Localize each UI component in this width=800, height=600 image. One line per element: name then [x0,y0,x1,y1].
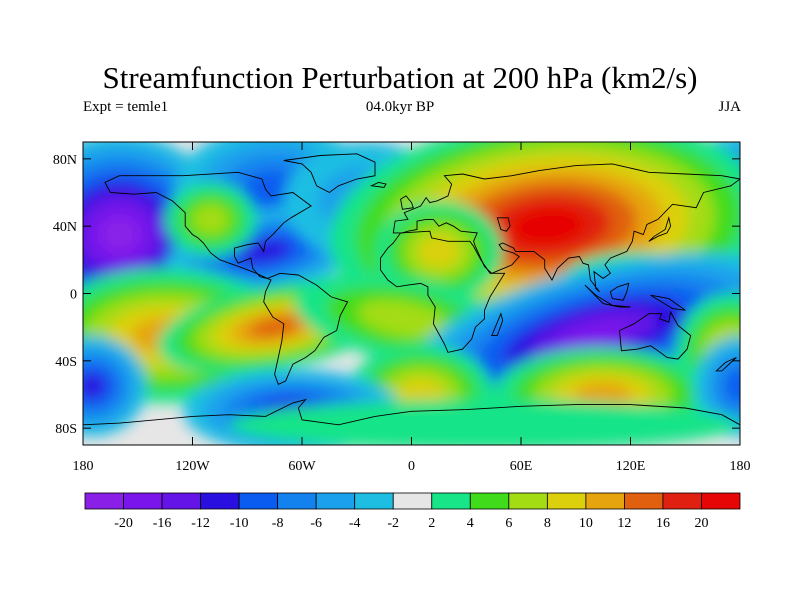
contour-region [83,372,107,400]
iceland-coast [369,181,387,188]
contour-region [191,204,230,235]
lat-tick-label: 0 [70,288,77,303]
longitude-axis: 180 120W 60W 0 60E 120E 180 [73,142,751,474]
lat-tick-label: 40S [55,355,77,370]
coastline-layer [83,153,740,426]
colorbar-label: -4 [349,516,361,531]
indonesia-coast [584,284,631,308]
lon-tick-label: 60E [510,459,533,474]
experiment-label: Expt = temle1 [83,99,169,115]
colorbar-label: 16 [656,516,670,531]
contour-region [725,370,740,403]
lon-tick-label: 60W [288,459,316,474]
colorbar-swatch [84,492,124,510]
antarctica-coast [83,398,740,426]
colorbar-label: -8 [272,516,284,531]
lon-tick-label: 120E [616,459,646,474]
colorbar-swatch [508,492,548,510]
colorbar: -20 -16 -12 -10 -8 -6 -4 -2 2 4 6 8 10 12 16 20 [84,492,741,531]
contour-region [249,317,301,338]
uk-coast [400,195,414,210]
colorbar-swatch [546,492,587,510]
lon-tick-label: 0 [408,459,415,474]
greenland-coast [283,153,376,194]
map-title: Streamfunction Perturbation at 200 hPa (… [102,60,698,95]
colorbar-swatch [392,492,433,510]
lon-tick-label: 120W [175,459,210,474]
australia-coast [619,310,692,360]
colorbar-label: 2 [428,516,435,531]
colorbar-swatch [662,492,702,510]
colorbar-label: 6 [505,516,512,531]
season-label: JJA [718,99,741,115]
new-zealand-coast [715,357,737,372]
colorbar-label: -20 [114,516,133,531]
lat-tick-label: 80S [55,422,77,437]
time-label: 04.0kyr BP [365,99,435,115]
new-guinea-coast [650,294,686,311]
contour-fill-layer [83,142,740,445]
contour-region [229,399,740,445]
contour-region [101,217,138,252]
colorbar-label: -2 [387,516,399,531]
contour-region [418,235,460,268]
latitude-axis: 80N 40N 0 40S 80S [53,153,740,437]
lon-tick-label: 180 [730,459,751,474]
contour-region [239,239,292,264]
borneo-coast [609,282,630,301]
lat-tick-label: 80N [53,153,77,168]
contour-region [357,299,447,338]
africa-coast [380,230,506,353]
lon-tick-label: 180 [73,459,94,474]
colorbar-label: -12 [191,516,210,531]
contour-region [574,382,632,407]
south-america-coast [263,272,349,386]
colorbar-label: -6 [310,516,322,531]
colorbar-swatch [624,492,664,510]
colorbar-swatch [277,492,317,510]
colorbar-swatch [701,492,741,510]
colorbar-label: -10 [230,516,249,531]
colorbar-label: 12 [617,516,631,531]
colorbar-label: 4 [467,516,474,531]
colorbar-swatch [315,492,356,510]
colorbar-swatch [469,492,510,510]
madagascar-coast [491,312,504,337]
colorbar-swatch [161,492,201,510]
contour-region [557,319,631,352]
eurasia-coast [392,163,740,293]
colorbar-swatch [431,492,471,510]
colorbar-swatch [200,492,240,510]
north-america-coast [104,171,312,279]
colorbar-label: -16 [153,516,172,531]
colorbar-swatch [123,492,163,510]
colorbar-label: 8 [544,516,551,531]
japan-coast [648,216,672,242]
colorbar-swatch [585,492,625,510]
contour-region [511,207,585,245]
lat-tick-label: 40N [53,220,77,235]
colorbar-swatch [354,492,394,510]
colorbar-swatch [238,492,279,510]
colorbar-label: 20 [694,516,708,531]
colorbar-label: 10 [579,516,593,531]
caspian-coast [496,217,511,232]
